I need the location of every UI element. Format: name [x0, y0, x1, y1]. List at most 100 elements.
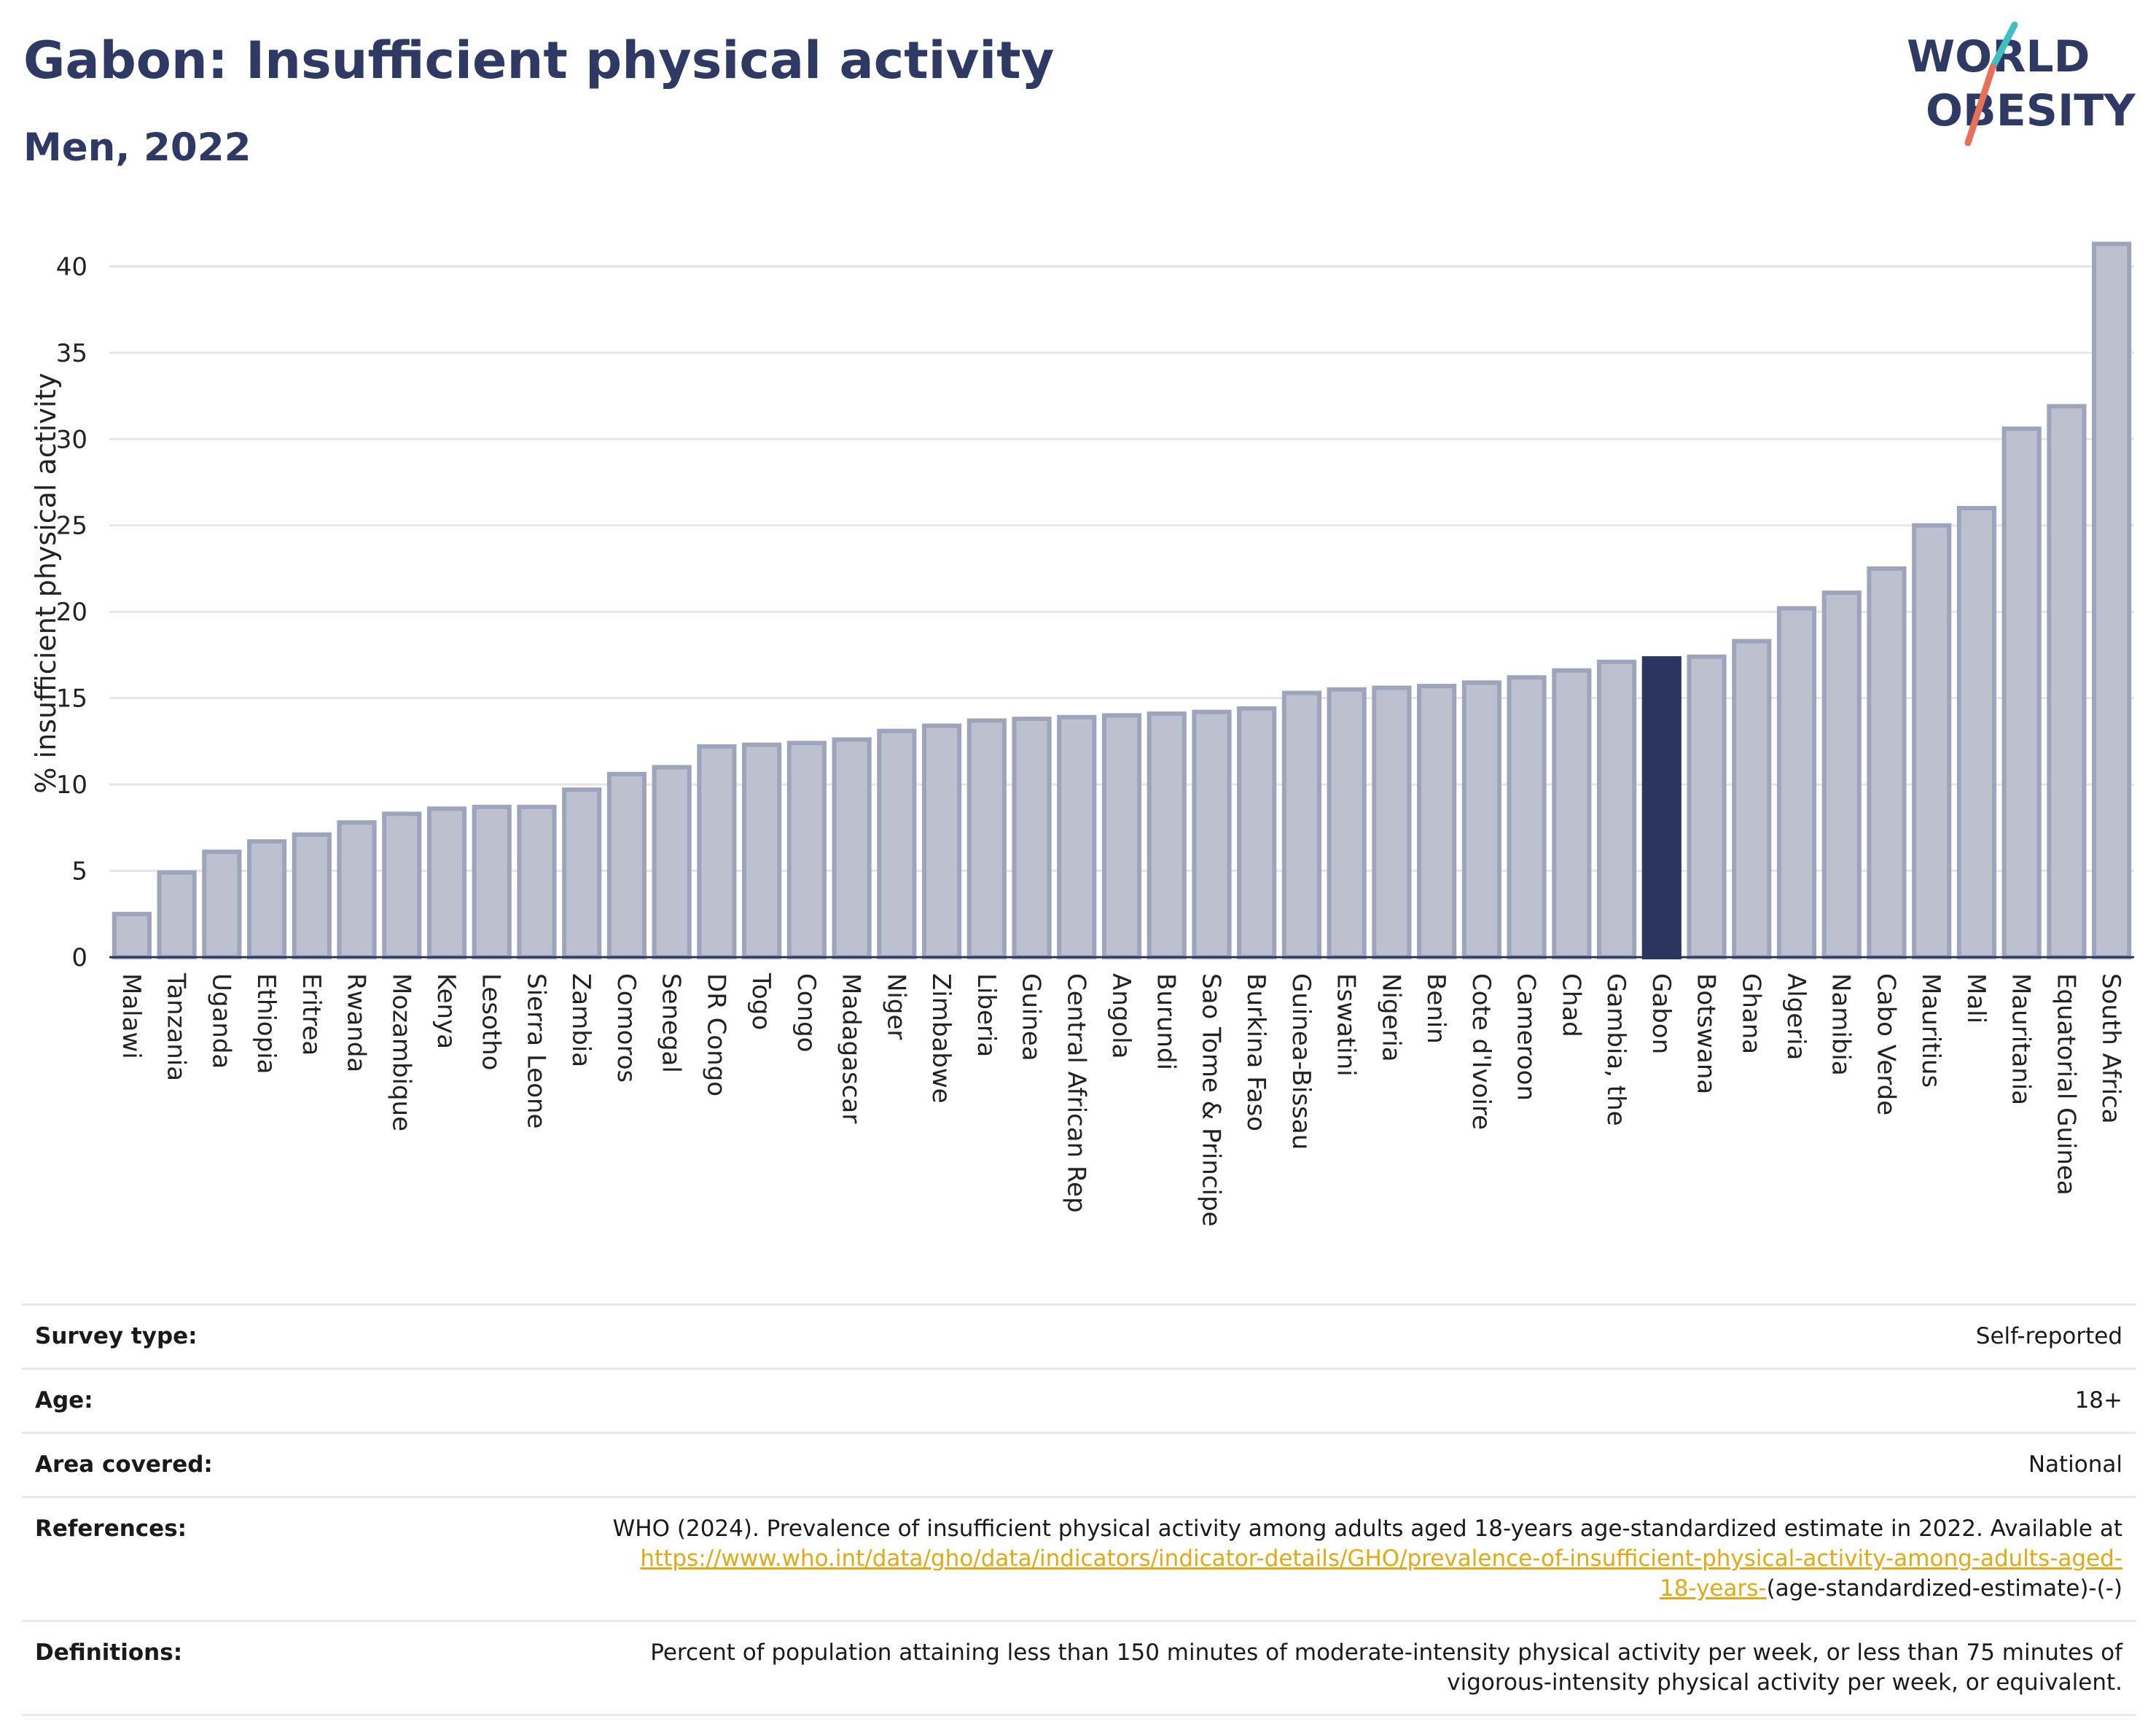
bar	[877, 728, 917, 960]
x-category-label: Lesotho	[477, 973, 506, 1070]
x-category-label: Madagascar	[837, 973, 866, 1123]
survey-type-value: Self-reported	[456, 1303, 2136, 1370]
bar	[1101, 713, 1142, 959]
x-category-label: Malawi	[117, 973, 146, 1059]
bar	[426, 806, 467, 959]
x-category-label: Ethiopia	[251, 973, 281, 1074]
bar	[2047, 404, 2087, 959]
x-category-label: Benin	[1421, 973, 1450, 1044]
age-value: 18+	[456, 1368, 2136, 1434]
bar	[1417, 684, 1457, 959]
bar	[2092, 241, 2132, 960]
bar	[966, 718, 1007, 959]
bar	[1687, 654, 1727, 959]
bar	[382, 811, 422, 959]
logo-slash-teal	[1989, 21, 2018, 71]
bar	[1867, 566, 1907, 959]
references-label: References:	[22, 1496, 456, 1622]
x-category-label: Central African Rep	[1061, 973, 1090, 1213]
world-obesity-logo: WORLD OBESITY	[1907, 21, 2136, 147]
definitions-value: Percent of population attaining less tha…	[456, 1620, 2136, 1716]
definitions-line-2: vigorous-intensity physical activity per…	[1447, 1669, 2122, 1696]
x-category-label: Kenya	[431, 973, 461, 1049]
x-category-label: Cameroon	[1512, 973, 1541, 1101]
x-category-label: Sao Tome & Principe	[1196, 973, 1225, 1227]
x-category-label: Burundi	[1152, 973, 1181, 1070]
bars	[112, 241, 2132, 960]
bar	[1507, 675, 1547, 959]
x-category-label: Sierra Leone	[521, 973, 550, 1128]
x-category-label: Mali	[1961, 973, 1991, 1024]
bar	[1821, 590, 1862, 960]
bar	[292, 832, 332, 959]
logo-line-2: OBESITY	[1926, 85, 2136, 136]
bar	[1147, 711, 1187, 959]
page-title: Gabon: Insufficient physical activity	[23, 31, 1055, 90]
bar	[1192, 709, 1232, 959]
x-category-label: Niger	[881, 973, 910, 1040]
x-category-label: Gabon	[1647, 973, 1676, 1054]
x-category-label: Botswana	[1692, 973, 1721, 1094]
x-category-label: Equatorial Guinea	[2051, 973, 2080, 1196]
info-row-definitions: Definitions: Percent of population attai…	[22, 1620, 2136, 1716]
x-category-label: Algeria	[1781, 973, 1811, 1060]
x-category-label: DR Congo	[701, 973, 730, 1096]
references-value: WHO (2024). Prevalence of insufficient p…	[456, 1496, 2136, 1622]
bar	[112, 911, 152, 959]
bar	[337, 820, 377, 960]
x-category-label: Rwanda	[342, 973, 371, 1072]
survey-type-label: Survey type:	[22, 1303, 456, 1370]
x-category-label: Gambia, the	[1601, 973, 1630, 1126]
logo-slash-coral	[1964, 63, 1996, 147]
info-row-area: Area covered: National	[22, 1432, 2136, 1498]
x-category-label: Cote d'Ivoire	[1466, 973, 1496, 1130]
references-link[interactable]: https://www.who.int/data/gho/data/indica…	[640, 1545, 2122, 1572]
bar	[1552, 668, 1592, 959]
references-text-after: (age-standardized-estimate)-(-)	[1766, 1575, 2122, 1602]
x-category-label: Ghana	[1736, 973, 1765, 1054]
bar	[1776, 606, 1817, 959]
x-category-label: Namibia	[1827, 973, 1856, 1076]
x-category-label: Mauritius	[1916, 973, 1945, 1088]
x-category-label: Eritrea	[297, 973, 326, 1056]
bar	[832, 737, 872, 959]
x-category-label: Zimbabwe	[926, 973, 956, 1104]
x-category-label: Mauritania	[2007, 973, 2036, 1105]
bar	[921, 723, 962, 959]
bar	[202, 849, 242, 959]
bar	[1461, 680, 1501, 959]
bar	[1327, 687, 1367, 959]
bar	[517, 804, 557, 960]
bar	[1732, 639, 1772, 959]
bar	[606, 771, 647, 960]
area-label: Area covered:	[22, 1432, 456, 1498]
y-tick-label: 40	[56, 252, 87, 281]
x-category-label: Senegal	[657, 973, 686, 1073]
bar	[742, 742, 782, 959]
y-tick-label: 0	[71, 943, 87, 972]
bar	[1237, 706, 1277, 959]
info-row-survey-type: Survey type: Self-reported	[22, 1303, 2136, 1370]
bar	[1956, 506, 1997, 959]
x-category-label: Chad	[1556, 973, 1585, 1037]
info-row-age: Age: 18+	[22, 1368, 2136, 1434]
bar	[246, 839, 287, 959]
bar	[786, 741, 827, 959]
x-category-label: Angola	[1106, 973, 1136, 1058]
x-category-label: Uganda	[206, 973, 235, 1069]
bar	[1912, 523, 1952, 959]
y-tick-label: 35	[56, 339, 87, 368]
bar	[2001, 426, 2042, 960]
x-category-label: Congo	[792, 973, 821, 1052]
info-row-references: References: WHO (2024). Prevalence of in…	[22, 1496, 2136, 1622]
references-link-continued[interactable]: 18-years-	[1659, 1575, 1767, 1602]
x-category-label: Togo	[746, 972, 776, 1030]
info-table: Survey type: Self-reported Age: 18+ Area…	[22, 1303, 2136, 1716]
bar-chart: 0 5 10 15 20 25 30 35 40 Malawi Tanzania Uganda Eth…	[30, 241, 2134, 1227]
x-category-label: Guinea-Bissau	[1286, 973, 1316, 1150]
bar	[652, 765, 692, 960]
definitions-line-1: Percent of population attaining less tha…	[650, 1640, 2122, 1666]
y-tick-labels: 0 5 10 15 20 25 30 35 40	[56, 252, 87, 972]
bar	[562, 787, 602, 960]
x-category-label: Eswatini	[1332, 973, 1361, 1077]
